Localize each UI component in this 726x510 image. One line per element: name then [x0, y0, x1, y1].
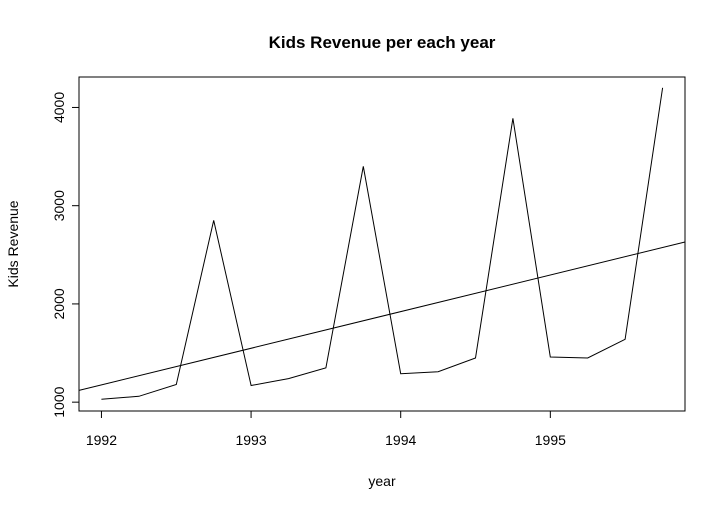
y-tick-label: 4000: [51, 92, 67, 123]
y-axis: 1000 2000 3000 4000: [51, 92, 80, 418]
chart-title: Kids Revenue per each year: [269, 33, 496, 52]
x-tick-label: 1995: [535, 432, 566, 448]
y-tick-label: 2000: [51, 288, 67, 319]
x-axis-label: year: [368, 473, 396, 489]
series-layer: [78, 87, 686, 400]
x-tick-label: 1994: [385, 432, 416, 448]
x-tick-label: 1992: [86, 432, 117, 448]
revenue-line: [101, 87, 664, 400]
y-axis-label: Kids Revenue: [5, 200, 21, 287]
x-tick-label: 1993: [235, 432, 266, 448]
y-tick-label: 3000: [51, 190, 67, 221]
x-axis: 1992 1993 1994 1995: [86, 410, 566, 448]
y-tick-label: 1000: [51, 386, 67, 417]
trend-line: [78, 241, 686, 391]
plot-frame: [78, 76, 686, 412]
